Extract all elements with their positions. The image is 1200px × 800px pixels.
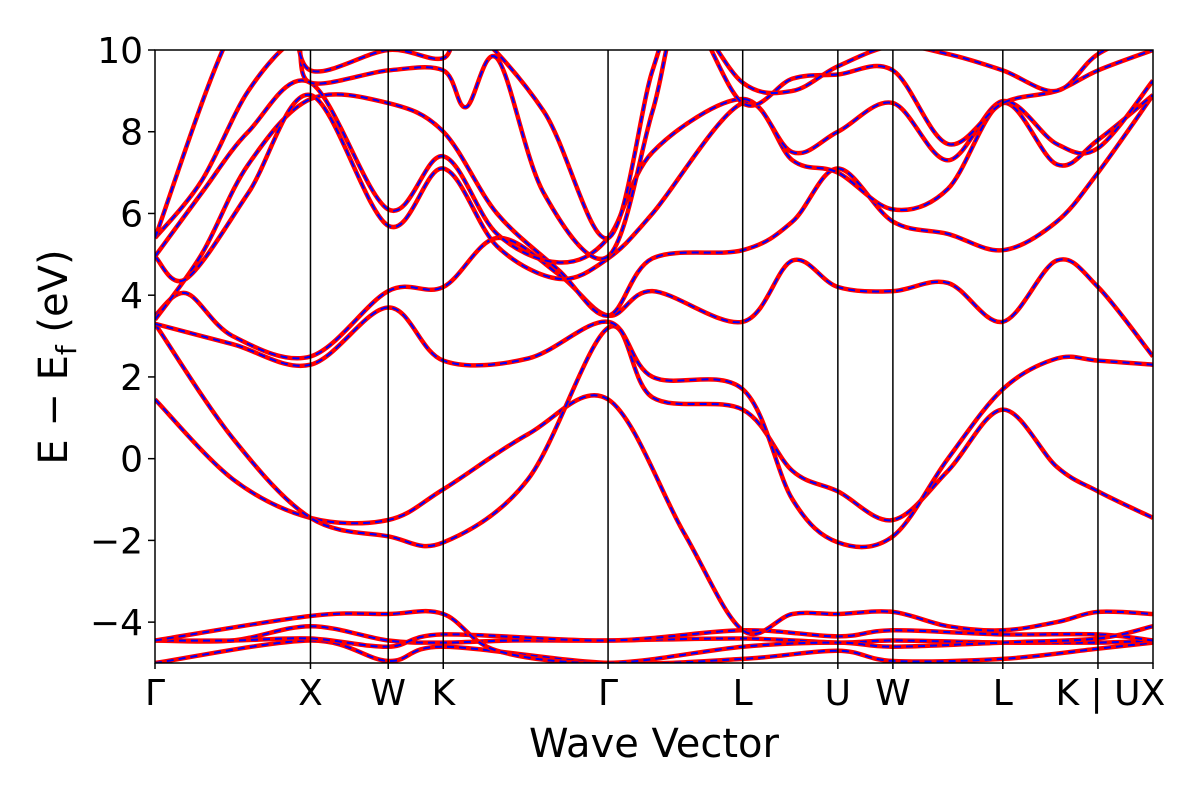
y-axis-title-unit: (eV): [31, 249, 77, 345]
x-tick-label-5: L: [733, 673, 753, 714]
x-tick-label-7: W: [875, 673, 911, 714]
x-tick-label-2: W: [370, 673, 406, 714]
band-5-inner: [155, 323, 1153, 548]
y-tick-label-7: −4: [90, 603, 143, 644]
y-tick-label-2: 6: [120, 194, 143, 235]
x-tick-label-9: K | U: [1055, 673, 1140, 714]
plot-frame: [154, 49, 1154, 664]
x-tick-label-3: K: [431, 673, 456, 714]
y-tick-label-0: 10: [97, 31, 143, 72]
x-axis-title: Wave Vector: [529, 721, 780, 767]
x-tick-label-10: X: [1141, 673, 1166, 714]
x-tick-label-1: X: [298, 673, 323, 714]
y-axis-ticks: 10 8 6 4 2 0 −2 −4: [90, 31, 155, 644]
y-tick-label-3: 4: [120, 276, 143, 317]
high-symmetry-lines: [309, 50, 1099, 663]
x-tick-label-8: L: [993, 673, 1013, 714]
y-axis-title-subscript: f: [50, 344, 83, 355]
y-axis-title-main: E − E: [31, 355, 77, 465]
band-0-inner: [155, 639, 1153, 663]
y-axis-title: E − Ef (eV): [31, 249, 83, 464]
band-12-inner: [155, 50, 1108, 240]
y-tick-label-5: 0: [120, 440, 143, 481]
y-tick-label-4: 2: [120, 358, 143, 399]
y-tick-label-1: 8: [120, 113, 143, 154]
x-tick-label-6: U: [825, 673, 851, 714]
x-tick-label-0: Γ: [145, 673, 165, 714]
x-tick-label-4: Γ: [598, 673, 618, 714]
y-tick-label-6: −2: [90, 521, 143, 562]
